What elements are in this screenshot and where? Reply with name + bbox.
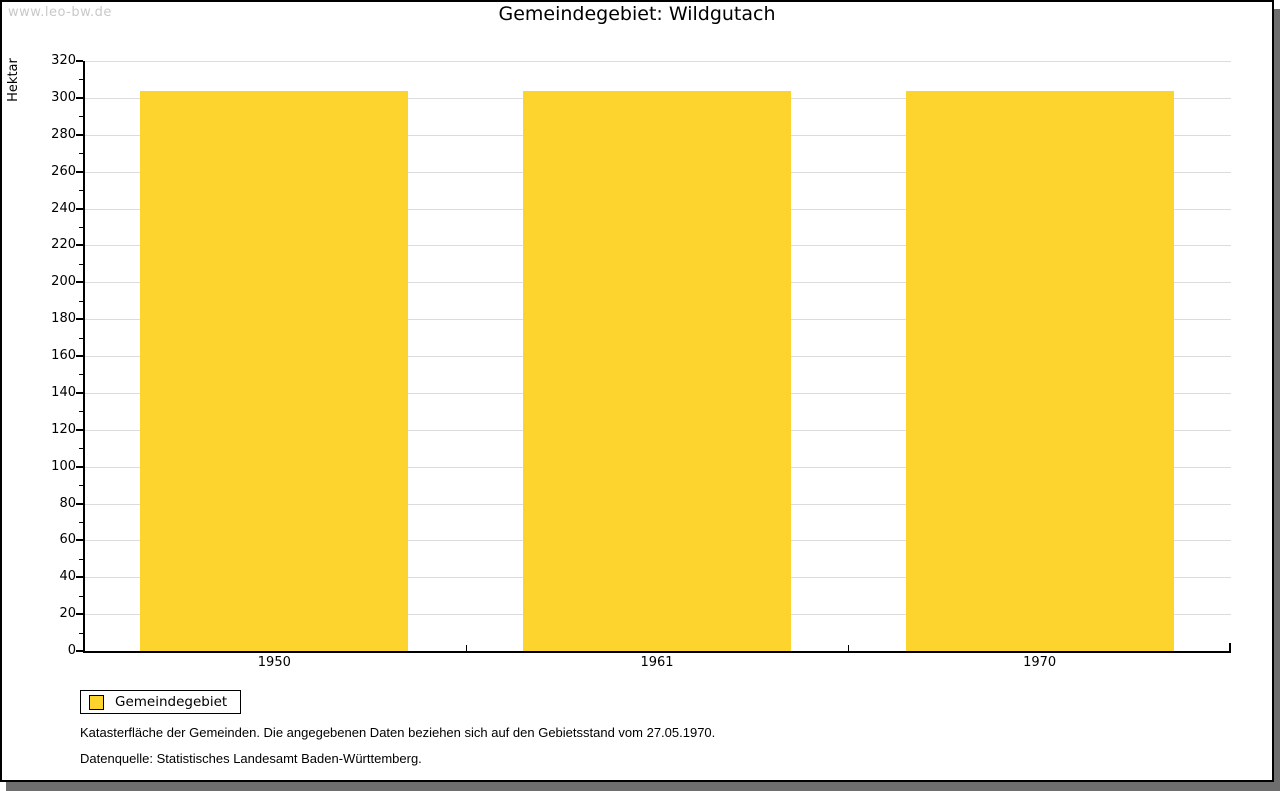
y-tick-label: 320: [51, 53, 76, 68]
y-tick-major: [76, 133, 83, 136]
y-tick-label: 60: [59, 532, 76, 548]
y-tick-minor: [79, 448, 83, 450]
y-tick-label: 200: [51, 274, 76, 290]
y-tick-major: [76, 502, 83, 505]
y-tick-label: 40: [59, 569, 76, 585]
y-tick-label: 240: [51, 200, 76, 216]
y-tick-label: 0: [67, 643, 76, 658]
bar-1970: [905, 90, 1174, 651]
y-tick-minor: [79, 595, 83, 597]
y-tick-minor: [79, 337, 83, 339]
y-tick-minor: [79, 374, 83, 376]
y-tick-minor: [79, 153, 83, 155]
y-tick-label: 260: [51, 163, 76, 179]
y-tick-major: [76, 207, 83, 210]
y-tick-major: [76, 613, 83, 616]
chart-title: Gemeindegebiet: Wildgutach: [498, 3, 776, 25]
y-tick-minor: [79, 116, 83, 118]
y-tick-major: [76, 391, 83, 394]
y-tick-major: [76, 244, 83, 247]
y-tick-label: 80: [59, 495, 76, 511]
y-tick-major: [76, 318, 83, 321]
watermark: www.leo-bw.de: [8, 5, 112, 20]
x-category-label: 1950: [257, 655, 291, 670]
footnote-description: Katasterfläche der Gemeinden. Die angege…: [80, 725, 716, 740]
y-tick-minor: [79, 190, 83, 192]
legend-swatch-gemeindegebiet: [89, 694, 104, 710]
x-category-label: 1961: [640, 655, 674, 670]
y-tick-major: [76, 170, 83, 173]
y-gridline: [85, 61, 1231, 62]
y-tick-label: 120: [51, 421, 76, 437]
y-tick-major: [76, 650, 83, 652]
y-axis-label: Hektar: [6, 58, 21, 102]
x-category-label: 1970: [1023, 655, 1057, 670]
legend: Gemeindegebiet: [80, 690, 242, 714]
y-tick-label: 220: [51, 237, 76, 253]
bar-1950: [140, 90, 409, 651]
y-tick-major: [76, 428, 83, 431]
y-tick-minor: [79, 226, 83, 228]
y-tick-minor: [79, 411, 83, 413]
y-tick-minor: [79, 79, 83, 81]
y-tick-label: 280: [51, 126, 76, 142]
y-tick-label: 140: [51, 384, 76, 400]
y-tick-label: 300: [51, 89, 76, 105]
bar-1961: [523, 90, 791, 651]
y-tick-minor: [79, 485, 83, 487]
y-tick-minor: [79, 263, 83, 265]
y-tick-major: [76, 576, 83, 579]
y-tick-major: [76, 355, 83, 357]
footnote-source: Datenquelle: Statistisches Landesamt Bad…: [80, 751, 422, 766]
x-axis-line: [83, 651, 1231, 653]
y-tick-minor: [79, 300, 83, 302]
y-tick-major: [76, 465, 83, 468]
y-axis-line: [83, 61, 85, 653]
y-tick-minor: [79, 632, 83, 634]
x-axis-end-tick: [1229, 643, 1231, 651]
y-tick-label: 100: [51, 458, 76, 474]
y-tick-label: 160: [51, 348, 76, 363]
legend-label: Gemeindegebiet: [115, 694, 228, 710]
y-tick-label: 180: [51, 311, 76, 327]
y-tick-minor: [79, 558, 83, 560]
y-tick-major: [76, 281, 83, 284]
y-tick-major: [76, 96, 83, 99]
x-tick-separator: [465, 645, 467, 651]
y-tick-major: [76, 60, 83, 62]
y-tick-label: 20: [59, 606, 76, 622]
y-tick-minor: [79, 521, 83, 523]
x-tick-separator: [848, 645, 850, 651]
y-tick-major: [76, 539, 83, 542]
